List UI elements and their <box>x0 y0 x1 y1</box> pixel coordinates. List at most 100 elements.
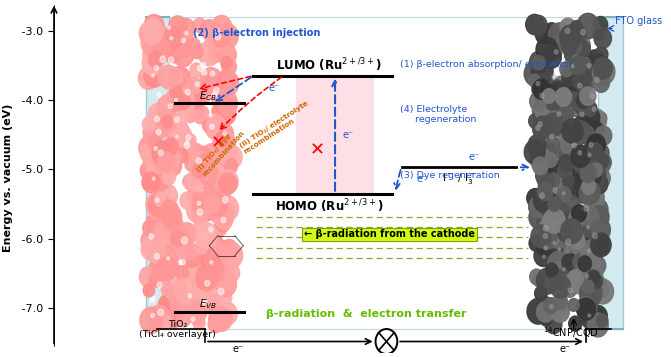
Circle shape <box>161 282 173 296</box>
Circle shape <box>159 315 171 330</box>
Circle shape <box>589 142 593 147</box>
Circle shape <box>568 298 579 311</box>
Circle shape <box>587 270 599 282</box>
Circle shape <box>150 271 163 287</box>
Bar <box>598 17 623 329</box>
Circle shape <box>195 82 199 87</box>
Circle shape <box>592 67 605 81</box>
Circle shape <box>224 264 240 282</box>
Circle shape <box>144 65 164 87</box>
Circle shape <box>576 92 590 108</box>
Circle shape <box>194 288 206 302</box>
Circle shape <box>198 87 211 102</box>
Circle shape <box>213 39 229 58</box>
Text: $E_{CB}$: $E_{CB}$ <box>199 89 217 103</box>
Circle shape <box>186 77 201 94</box>
Circle shape <box>217 170 238 194</box>
Circle shape <box>571 65 574 68</box>
Circle shape <box>193 316 205 330</box>
Circle shape <box>149 305 169 328</box>
Circle shape <box>545 85 558 100</box>
Circle shape <box>148 64 162 81</box>
Circle shape <box>172 121 189 140</box>
Circle shape <box>544 195 566 220</box>
Circle shape <box>570 236 592 260</box>
Circle shape <box>576 189 589 203</box>
Y-axis label: Energy vs. vacuum (eV): Energy vs. vacuum (eV) <box>3 104 13 252</box>
Circle shape <box>177 223 197 246</box>
Circle shape <box>209 124 214 129</box>
Circle shape <box>554 103 572 123</box>
Circle shape <box>550 275 570 298</box>
Circle shape <box>579 52 597 73</box>
Circle shape <box>170 138 185 156</box>
Text: e⁻: e⁻ <box>559 344 570 354</box>
Circle shape <box>219 95 238 116</box>
Circle shape <box>206 115 225 137</box>
Circle shape <box>183 256 205 282</box>
Circle shape <box>581 206 599 227</box>
Circle shape <box>189 301 207 322</box>
Circle shape <box>225 159 238 174</box>
Circle shape <box>584 132 600 150</box>
Circle shape <box>543 255 546 258</box>
Circle shape <box>570 236 586 255</box>
Text: ← β-radiation from the cathode: ← β-radiation from the cathode <box>304 230 475 240</box>
Circle shape <box>144 15 164 38</box>
Circle shape <box>218 302 238 325</box>
Circle shape <box>556 121 571 139</box>
Circle shape <box>581 248 598 267</box>
Circle shape <box>544 298 558 314</box>
Circle shape <box>562 254 576 271</box>
Circle shape <box>209 261 213 264</box>
Circle shape <box>174 117 179 122</box>
Circle shape <box>582 185 604 210</box>
Circle shape <box>554 50 558 54</box>
Circle shape <box>585 275 600 292</box>
Circle shape <box>538 176 560 201</box>
Circle shape <box>549 45 562 60</box>
Text: e⁻: e⁻ <box>417 174 428 184</box>
Circle shape <box>529 269 544 285</box>
Circle shape <box>580 112 584 117</box>
Circle shape <box>207 234 223 253</box>
Circle shape <box>166 140 178 153</box>
Circle shape <box>216 125 231 142</box>
Circle shape <box>590 233 611 257</box>
Circle shape <box>159 114 180 137</box>
Circle shape <box>186 289 209 315</box>
Circle shape <box>559 130 573 146</box>
Circle shape <box>540 209 556 227</box>
Circle shape <box>210 165 232 190</box>
Circle shape <box>209 307 229 330</box>
Circle shape <box>595 153 609 169</box>
Circle shape <box>212 90 231 112</box>
Circle shape <box>218 44 236 65</box>
Circle shape <box>213 222 226 237</box>
Circle shape <box>553 293 568 310</box>
Circle shape <box>189 305 205 324</box>
Circle shape <box>597 314 608 327</box>
Circle shape <box>142 117 155 132</box>
Circle shape <box>185 141 189 145</box>
Circle shape <box>170 125 192 149</box>
Circle shape <box>216 131 229 147</box>
Circle shape <box>589 122 604 139</box>
Circle shape <box>544 144 556 159</box>
Circle shape <box>220 242 243 268</box>
Circle shape <box>195 264 217 289</box>
Circle shape <box>164 285 183 307</box>
Circle shape <box>564 27 587 53</box>
Circle shape <box>155 272 166 285</box>
Circle shape <box>589 275 607 295</box>
Circle shape <box>192 198 203 211</box>
Circle shape <box>562 65 583 89</box>
Text: β-radiation  &  electron transfer: β-radiation & electron transfer <box>266 308 466 318</box>
Circle shape <box>558 187 571 202</box>
Circle shape <box>535 91 556 115</box>
Circle shape <box>529 235 544 251</box>
Circle shape <box>172 89 195 115</box>
Circle shape <box>532 116 553 140</box>
Circle shape <box>580 165 594 180</box>
Circle shape <box>146 17 160 34</box>
